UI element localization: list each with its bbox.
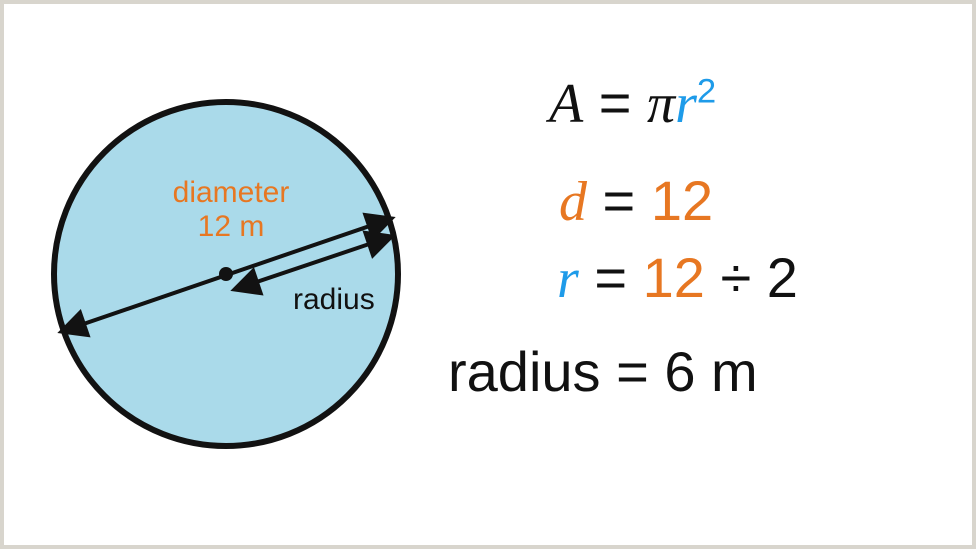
radius-label: radius [293,283,375,316]
val-12a: 12 [651,169,713,232]
formula-radius-calc: r = 12 ÷ 2 [557,247,954,311]
val-12b: 12 [643,246,705,309]
eq-3: = [579,246,643,309]
diameter-label-1: diameter [173,176,290,209]
formula-radius-result: radius = 6 m [448,341,954,403]
diagram-card: diameter 12 m radius A = πr2 d = 12 r = … [4,4,972,545]
formula-block: A = πr2 d = 12 r = 12 ÷ 2 radius = 6 m [454,72,954,402]
exp-2: 2 [697,72,716,110]
var-d: d [559,171,587,233]
diameter-label-2: 12 m [198,210,265,243]
circle-svg: diameter 12 m radius [46,94,406,454]
formula-diameter: d = 12 [559,170,954,234]
var-A: A [549,73,583,135]
const-pi: π [647,73,675,135]
op-div2: ÷ 2 [705,246,798,309]
var-r: r [675,73,697,135]
center-dot [219,267,233,281]
eq-2: = [587,169,651,232]
var-r2: r [557,248,579,310]
circle-diagram: diameter 12 m radius [46,94,406,454]
eq-1: = [583,71,647,134]
formula-area: A = πr2 [549,72,954,136]
